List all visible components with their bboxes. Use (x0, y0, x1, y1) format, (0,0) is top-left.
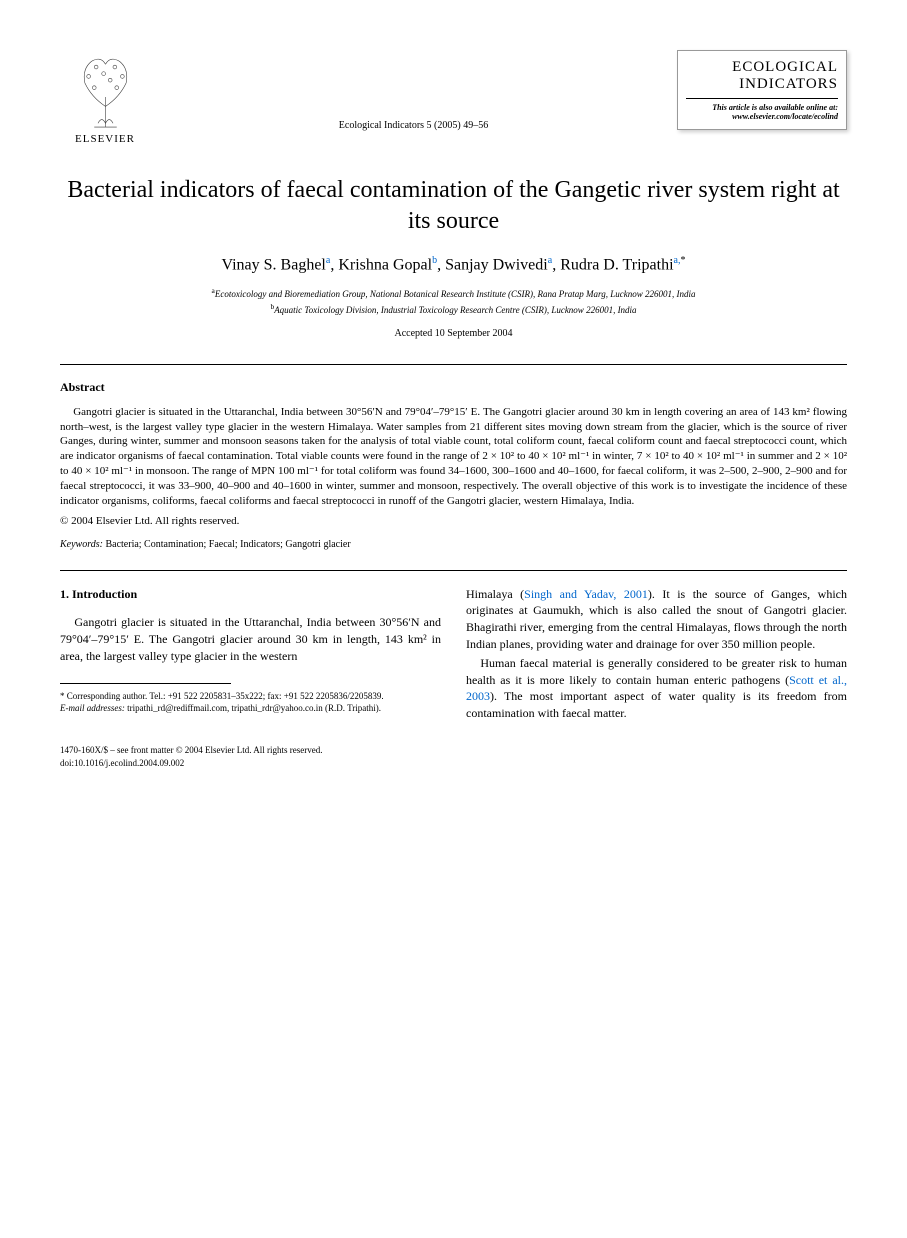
journal-name-line2: INDICATORS (739, 76, 838, 92)
copyright-line: © 2004 Elsevier Ltd. All rights reserved… (60, 515, 847, 527)
publisher-name: ELSEVIER (75, 133, 135, 145)
keywords-label: Keywords: (60, 539, 103, 550)
keywords-values: Bacteria; Contamination; Faecal; Indicat… (103, 539, 351, 550)
corr-email-line: E-mail addresses: tripathi_rd@rediffmail… (60, 702, 441, 715)
affiliation-a: Ecotoxicology and Bioremediation Group, … (215, 289, 696, 299)
online-line2: www.elsevier.com/locate/ecolind (732, 112, 838, 121)
corr-author-line: * Corresponding author. Tel.: +91 522 22… (60, 690, 441, 703)
journal-reference: Ecological Indicators 5 (2005) 49–56 (150, 120, 677, 131)
intro-para-2: Human faecal material is generally consi… (466, 655, 847, 722)
affiliations: aEcotoxicology and Bioremediation Group,… (60, 285, 847, 318)
issn-line: 1470-160X/$ – see front matter © 2004 El… (60, 744, 847, 757)
footnote-separator (60, 683, 231, 684)
author-3: Sanjay Dwivedi (445, 257, 548, 274)
accepted-date: Accepted 10 September 2004 (60, 328, 847, 339)
affiliation-b: Aquatic Toxicology Division, Industrial … (274, 305, 636, 315)
footer-lines: 1470-160X/$ – see front matter © 2004 El… (60, 744, 847, 769)
author-2-aff: b (432, 255, 437, 266)
elsevier-tree-icon (68, 50, 143, 130)
journal-box: ECOLOGICAL INDICATORS This article is al… (677, 50, 847, 130)
author-2: Krishna Gopal (338, 257, 432, 274)
intro-para-1-cont: Himalaya (Singh and Yadav, 2001). It is … (466, 586, 847, 653)
author-4: Rudra D. Tripathi (560, 257, 673, 274)
journal-name-line1: ECOLOGICAL (732, 59, 838, 75)
online-line1: This article is also available online at… (712, 103, 838, 112)
citation-singh-yadav-2001[interactable]: Singh and Yadav, 2001 (524, 587, 648, 601)
author-1: Vinay S. Baghel (222, 257, 326, 274)
corresponding-footnote: * Corresponding author. Tel.: +91 522 22… (60, 690, 441, 715)
p1-text-a: Himalaya ( (466, 587, 524, 601)
column-left: 1. Introduction Gangotri glacier is situ… (60, 586, 441, 724)
doi-line: doi:10.1016/j.ecolind.2004.09.002 (60, 757, 847, 770)
p2-text-b: ). The most important aspect of water qu… (466, 689, 847, 720)
section-1-heading: 1. Introduction (60, 586, 441, 603)
email-value: tripathi_rd@rediffmail.com, tripathi_rdr… (125, 703, 381, 713)
author-1-aff: a (326, 255, 330, 266)
divider-bottom (60, 570, 847, 571)
journal-name: ECOLOGICAL INDICATORS (686, 59, 838, 99)
column-right: Himalaya (Singh and Yadav, 2001). It is … (466, 586, 847, 724)
abstract-text: Gangotri glacier is situated in the Utta… (60, 405, 847, 509)
keywords-line: Keywords: Bacteria; Contamination; Faeca… (60, 539, 847, 550)
article-title: Bacterial indicators of faecal contamina… (60, 175, 847, 237)
authors-line: Vinay S. Baghela, Krishna Gopalb, Sanjay… (60, 255, 847, 274)
email-label: E-mail addresses: (60, 703, 125, 713)
abstract-heading: Abstract (60, 380, 847, 395)
author-4-corr: * (680, 255, 685, 266)
intro-para-1: Gangotri glacier is situated in the Utta… (60, 614, 441, 664)
journal-online-note: This article is also available online at… (686, 103, 838, 121)
body-columns: 1. Introduction Gangotri glacier is situ… (60, 586, 847, 724)
publisher-logo: ELSEVIER (60, 50, 150, 145)
header-row: ELSEVIER Ecological Indicators 5 (2005) … (60, 50, 847, 145)
author-3-aff: a (548, 255, 552, 266)
divider-top (60, 364, 847, 365)
